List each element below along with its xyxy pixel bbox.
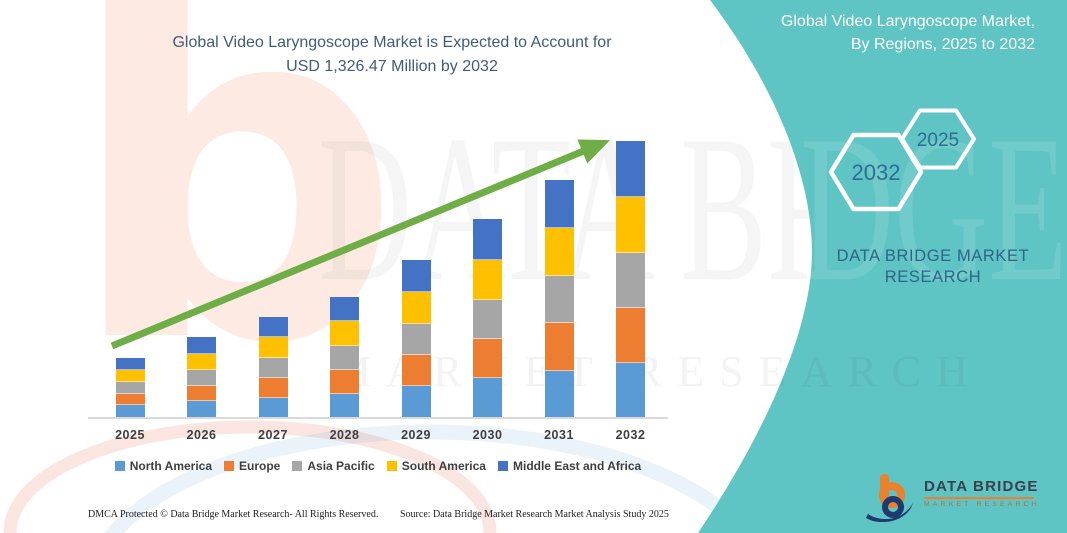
legend-item-north-america: North America [114,459,213,473]
legend-item-middle-east-and-africa: Middle East and Africa [497,459,642,473]
legend-label: South America [401,459,486,473]
bar-2027 [258,317,288,417]
legend-label: Middle East and Africa [512,459,642,473]
footer-dmca-text: DMCA Protected © Data Bridge Market Rese… [88,509,379,520]
bar-2032 [616,141,645,417]
legend-label: North America [129,459,213,473]
x-axis-label-2027: 2027 [258,428,288,442]
bar-segment-europe [616,308,645,364]
bar-segment-asia-pacific [544,276,574,324]
bar-segment-north-america [616,363,645,417]
bar-segment-south-america [330,321,359,346]
bar-segment-north-america [115,405,145,417]
bar-segment-south-america [187,353,216,370]
bar-segment-north-america [401,386,431,417]
side-panel-title: Global Video Laryngoscope Market, By Reg… [700,10,1035,56]
databridge-logo: DATA BRIDGE MARKET RESEARCH [866,470,1042,522]
logo-rule [924,497,1034,499]
chart-title-line1: Global Video Laryngoscope Market is Expe… [172,34,612,51]
bar-segment-middle-east-and-africa [258,317,288,338]
bar-2031 [544,179,574,417]
x-axis-line [88,417,668,419]
legend-label: Asia Pacific [307,459,375,473]
bar-segment-asia-pacific [115,381,145,394]
legend-swatch-icon [386,461,397,471]
chart-title: Global Video Laryngoscope Market is Expe… [128,31,656,79]
bar-segment-europe [115,393,145,406]
databridge-logo-text: DATA BRIDGE MARKET RESEARCH [924,478,1042,508]
x-axis-label-2026: 2026 [186,428,217,442]
legend-item-europe: Europe [224,459,280,473]
side-panel-brand: DATA BRIDGE MARKET RESEARCH [792,246,1067,288]
legend-swatch-icon [292,461,303,471]
bar-segment-middle-east-and-africa [401,259,431,292]
plot-area [88,141,668,417]
footer-source-text: Source: Data Bridge Market Research Mark… [400,509,669,520]
bar-2026 [187,337,216,417]
bar-segment-europe [187,385,216,402]
bar-2029 [401,259,431,417]
bar-segment-middle-east-and-africa [187,337,216,354]
chart-legend: North America Europe Asia Pacific South Ame… [83,459,673,473]
side-panel-brand-line2: RESEARCH [884,268,982,286]
legend-swatch-icon [114,461,125,471]
bar-segment-middle-east-and-africa [473,219,502,260]
bar-segment-europe [544,323,574,371]
bar-segment-europe [258,377,288,398]
bar-segment-north-america [473,378,502,417]
bar-segment-south-america [473,259,502,300]
bar-segment-south-america [544,228,574,277]
bar-segment-south-america [616,197,645,254]
x-axis-label-2030: 2030 [472,428,503,442]
bar-segment-middle-east-and-africa [330,297,359,322]
x-axis-label-2028: 2028 [329,428,360,442]
bar-segment-north-america [258,397,288,417]
legend-swatch-icon [497,461,508,471]
bar-segment-middle-east-and-africa [616,141,645,198]
hexagon-2025 [900,108,976,170]
logo-tagline: MARKET RESEARCH [924,501,1040,508]
x-axis-label-2032: 2032 [615,428,646,442]
legend-swatch-icon [224,461,235,471]
logo-brand-name: DATA BRIDGE [924,478,1039,495]
legend-item-asia-pacific: Asia Pacific [292,459,375,473]
legend-item-south-america: South America [386,459,486,473]
bar-segment-middle-east-and-africa [115,357,145,370]
side-panel-title-line1: Global Video Laryngoscope Market, [780,13,1035,30]
x-axis-label-2025: 2025 [115,428,145,442]
bar-segment-europe [330,369,359,394]
chart-title-line2: USD 1,326.47 Million by 2032 [286,58,498,75]
side-panel-title-line2: By Regions, 2025 to 2032 [850,36,1035,53]
bar-segment-asia-pacific [187,369,216,386]
bar-2030 [473,219,502,417]
bar-2028 [330,297,359,417]
bar-segment-europe [473,339,502,379]
bar-segment-north-america [330,393,359,417]
legend-label: Europe [239,459,281,473]
bar-segment-south-america [401,291,431,324]
x-axis-label-2029: 2029 [401,428,431,442]
hexagon-2032-label: 2032 [852,160,901,185]
bar-segment-asia-pacific [616,253,645,309]
bar-segment-asia-pacific [473,299,502,340]
bar-segment-asia-pacific [401,323,431,356]
bar-segment-north-america [544,370,574,417]
bar-segment-north-america [187,401,216,417]
bar-2025 [115,357,145,417]
x-axis-label-2031: 2031 [544,428,574,442]
hexagon-2025-label: 2025 [917,130,959,151]
databridge-logo-mark-icon [866,474,913,522]
bar-segment-europe [401,355,431,387]
bar-segment-middle-east-and-africa [544,179,574,229]
bar-segment-south-america [115,369,145,382]
side-panel-brand-line1: DATA BRIDGE MARKET [836,247,1030,265]
hexagon-2032 [828,132,924,212]
bar-segment-south-america [258,337,288,358]
bar-segment-asia-pacific [258,357,288,378]
bar-segment-asia-pacific [330,345,359,370]
